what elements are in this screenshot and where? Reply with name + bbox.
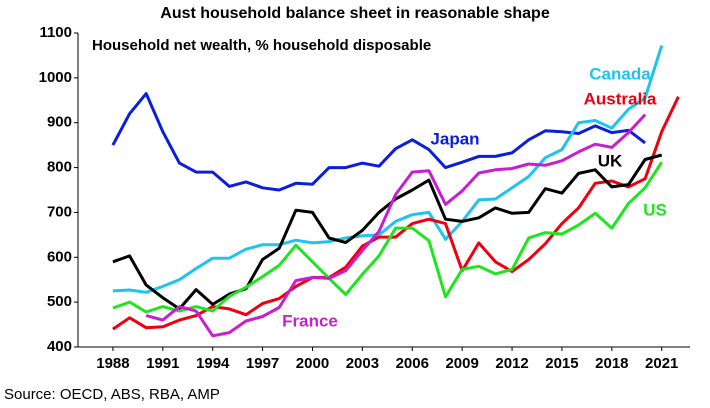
series-label: UK	[598, 151, 623, 170]
series-label: Japan	[430, 129, 479, 148]
y-tick-label: 500	[47, 293, 72, 310]
x-tick-label: 2021	[645, 355, 678, 372]
series-label: US	[643, 200, 667, 219]
x-tick-label: 2006	[396, 355, 429, 372]
x-tick-label: 1988	[96, 355, 129, 372]
y-tick-label: 1000	[39, 69, 72, 86]
y-tick-label: 700	[47, 203, 72, 220]
series-line	[112, 45, 664, 294]
y-tick-label: 900	[47, 114, 72, 131]
series-line	[145, 113, 647, 338]
x-tick-label: 2018	[595, 355, 628, 372]
chart-title: Aust household balance sheet in reasonab…	[160, 5, 550, 22]
series-label: France	[282, 311, 338, 330]
series-label: Canada	[589, 64, 651, 83]
x-tick-label: 1991	[146, 355, 179, 372]
x-tick-label: 2009	[445, 355, 478, 372]
series-line	[111, 92, 647, 192]
x-tick-label: 2015	[545, 355, 578, 372]
chart-subtitle: Household net wealth, % household dispos…	[92, 37, 431, 54]
series-line	[112, 153, 663, 311]
x-tick-label: 1997	[246, 355, 279, 372]
source-note: Source: OECD, ABS, RBA, AMP	[4, 386, 220, 403]
series-line	[112, 161, 663, 314]
y-tick-label: 400	[47, 338, 72, 355]
x-tick-label: 2003	[346, 355, 379, 372]
y-tick-label: 1100	[39, 24, 72, 41]
series-label: Australia	[584, 89, 657, 108]
x-tick-label: 2012	[495, 355, 528, 372]
x-tick-label: 2000	[296, 355, 329, 372]
y-tick-label: 600	[47, 248, 72, 265]
x-tick-label: 1994	[196, 355, 230, 372]
y-tick-label: 800	[47, 159, 72, 176]
